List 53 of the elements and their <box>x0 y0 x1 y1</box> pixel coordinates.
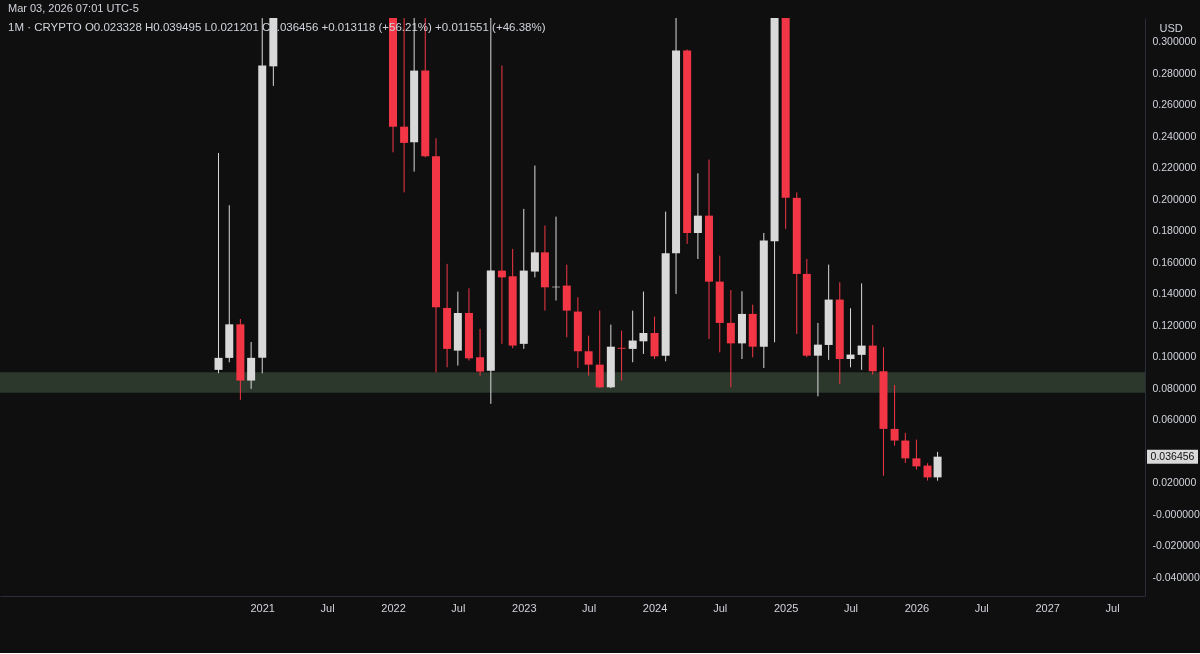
candlestick <box>726 289 735 388</box>
y-tick-label: 0.200000 <box>1152 192 1197 205</box>
x-tick-label: 2025 <box>773 601 799 614</box>
y-tick-label: 0.180000 <box>1152 224 1197 237</box>
y-tick-label: 0.060000 <box>1152 413 1197 426</box>
x-tick-label: Jul <box>320 601 335 614</box>
y-axis-title: USD <box>1159 21 1183 34</box>
y-tick-label: -0.040000 <box>1152 570 1200 583</box>
candlestick <box>247 341 256 390</box>
y-tick-label: 0.080000 <box>1152 381 1197 394</box>
x-tick-label: Jul <box>451 601 466 614</box>
y-tick-label: -0.020000 <box>1152 539 1200 552</box>
y-tick-label: 0.240000 <box>1152 129 1197 142</box>
candlestick <box>813 322 822 397</box>
x-tick-label: Jul <box>582 601 597 614</box>
candlestick <box>912 439 921 471</box>
candlestick <box>584 335 593 377</box>
x-tick-label: 2024 <box>642 601 668 614</box>
x-tick-label: 2027 <box>1035 601 1060 614</box>
x-tick-label: Jul <box>974 601 989 614</box>
candlestick <box>933 451 942 482</box>
x-tick-label: Jul <box>843 601 859 614</box>
candlestick <box>530 165 539 278</box>
y-tick-label: 0.120000 <box>1152 318 1197 331</box>
chart-title: Mar 03, 2026 07:01 UTC-5 <box>8 1 139 14</box>
candlestick <box>617 330 626 382</box>
candlestick <box>693 172 702 260</box>
x-tick-label: 2022 <box>381 601 406 614</box>
candlestick <box>901 432 910 464</box>
x-tick-label: Jul <box>1105 601 1120 614</box>
y-tick-label: 0.220000 <box>1152 161 1197 174</box>
candlestick <box>650 316 659 360</box>
candlestick <box>476 328 485 377</box>
y-tick-label: -0.000000 <box>1152 507 1200 520</box>
candlestick <box>846 307 855 368</box>
y-tick-label: 0.300000 <box>1152 35 1197 48</box>
y-tick-label: 0.280000 <box>1152 66 1197 79</box>
y-tick-label: 0.160000 <box>1152 255 1197 268</box>
x-tick-label: 2026 <box>904 601 930 614</box>
text: 0.036456 <box>1150 449 1195 462</box>
x-tick-label: 2023 <box>512 601 537 614</box>
x-tick-label: 2021 <box>250 601 275 614</box>
candlestick <box>639 291 648 355</box>
y-tick-label: 0.140000 <box>1152 287 1197 300</box>
y-tick-label: 0.100000 <box>1152 350 1197 363</box>
candlestick <box>214 152 223 374</box>
candlestick <box>890 384 899 447</box>
y-tick-label: 0.020000 <box>1152 476 1197 489</box>
x-tick-label: Jul <box>713 601 728 614</box>
candlestick <box>857 282 866 371</box>
y-tick-label: 0.260000 <box>1152 98 1197 111</box>
candlestick <box>628 310 637 363</box>
candlestick <box>595 310 604 389</box>
